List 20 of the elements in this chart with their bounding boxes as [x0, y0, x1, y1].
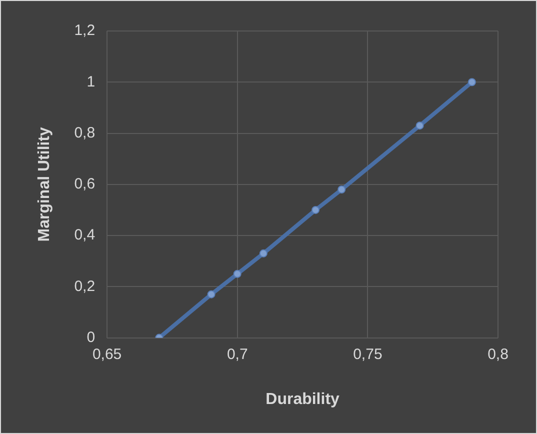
point	[468, 78, 476, 86]
x-tick-label: 0,65	[92, 346, 122, 363]
point	[312, 206, 320, 214]
y-tick-label: 0,4	[74, 226, 96, 244]
y-tick-label: 0,8	[74, 124, 96, 142]
point	[207, 290, 216, 298]
x-tick-label: 0,75	[353, 346, 382, 363]
point	[338, 186, 346, 194]
y-axis-title: Marginal Utility	[36, 126, 54, 242]
x-axis-title: Durability	[266, 390, 340, 408]
point	[233, 270, 242, 278]
point	[259, 249, 268, 258]
y-tick-label: 1	[86, 73, 96, 90]
y-tick-label: 1,2	[74, 22, 96, 40]
x-tick-label: 0,7	[226, 346, 248, 363]
y-tick-label: 0,6	[74, 176, 96, 193]
y-tick-label: 0	[86, 328, 96, 346]
x-tick-label: 0,8	[488, 346, 508, 363]
point	[416, 122, 424, 130]
y-tick-label: 0,2	[74, 278, 96, 295]
